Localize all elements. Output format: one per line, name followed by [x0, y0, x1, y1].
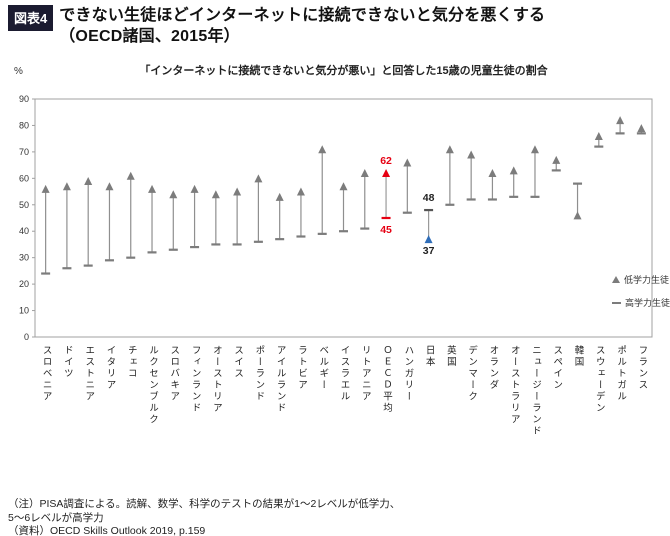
high-performer-dash-icon: [612, 301, 621, 304]
low-performer-marker: [296, 187, 305, 196]
low-performer-marker: [530, 145, 539, 154]
x-axis-label: 日本: [423, 345, 435, 368]
x-axis-label: スウェーデン: [593, 345, 605, 414]
x-axis-label: スペイン: [551, 345, 563, 391]
x-axis-label: ベルギー: [317, 345, 329, 391]
low-performer-marker: [403, 158, 412, 167]
low-performer-marker: [488, 169, 497, 178]
x-axis-label: ＯＥＣＤ平均: [381, 345, 393, 414]
y-tick-label: 70: [19, 147, 29, 157]
x-axis-label: 英国: [444, 345, 456, 368]
page-title: できない生徒ほどインターネットに接続できないと気分を悪くする （OECD諸国、2…: [59, 5, 545, 47]
low-performer-marker: [339, 182, 348, 191]
y-tick-label: 10: [19, 306, 29, 316]
low-performer-marker: [41, 184, 50, 193]
footnote-line: （注）PISA調査による。読解、数学、科学のテストの結果が1～2レベルが低学力、: [8, 498, 401, 510]
low-performer-triangle-icon: [612, 276, 620, 283]
value-annotation: 37: [423, 245, 435, 257]
legend-low-label: 低学力生徒: [624, 275, 670, 285]
x-axis-label: オランダ: [487, 345, 499, 391]
x-axis-label: イスラエル: [338, 345, 350, 403]
low-performer-marker: [126, 171, 135, 180]
low-performer-marker: [637, 124, 646, 133]
low-performer-marker: [594, 132, 603, 141]
x-axis-label: チェコ: [125, 345, 137, 380]
x-axis-label: ハンガリー: [402, 345, 414, 403]
low-performer-marker: [616, 116, 625, 125]
low-performer-marker: [552, 155, 561, 164]
x-axis-label: ルクセンブルク: [147, 345, 159, 426]
low-performer-marker: [190, 184, 199, 193]
low-performer-marker: [360, 169, 369, 178]
footnotes: （注）PISA調査による。読解、数学、科学のテストの結果が1～2レベルが低学力、…: [8, 498, 400, 536]
page-title-line2: （OECD諸国、2015年）: [59, 28, 240, 45]
low-performer-marker: [424, 235, 433, 244]
x-axis-label: フィンランド: [189, 345, 201, 414]
low-performer-marker: [84, 176, 93, 185]
chart-legend: 低学力生徒 高学力生徒: [612, 273, 670, 319]
legend-row-low: 低学力生徒: [612, 273, 670, 286]
low-performer-marker: [233, 187, 242, 196]
x-axis-label: 韓国: [572, 345, 584, 368]
figure-number-badge: 図表4: [8, 5, 54, 31]
legend-high-label: 高学力生徒: [625, 298, 670, 308]
value-annotation: 45: [380, 224, 392, 236]
low-performer-marker: [445, 145, 454, 154]
x-axis-label: スロベニア: [40, 345, 52, 403]
y-tick-label: 0: [24, 332, 29, 342]
x-axis-label: イタリア: [104, 345, 116, 391]
x-axis-label: ポーランド: [253, 345, 265, 403]
chart-subtitle: 「インターネットに接続できないと気分が悪い」と回答した15歳の児童生徒の割合: [139, 65, 548, 77]
x-axis-label: エストニア: [83, 345, 95, 403]
low-performer-marker: [318, 145, 327, 154]
y-tick-label: 50: [19, 200, 29, 210]
low-performer-marker: [573, 211, 582, 220]
x-axis-label: スロバキア: [168, 345, 180, 403]
low-performer-marker: [275, 192, 284, 201]
y-tick-label: 90: [19, 94, 29, 104]
x-axis-label: アイルランド: [274, 345, 286, 414]
footnote-line: （資料）OECD Skills Outlook 2019, p.159: [8, 525, 206, 536]
page-title-line1: できない生徒ほどインターネットに接続できないと気分を悪くする: [59, 7, 546, 24]
low-performer-marker: [382, 169, 391, 178]
plot-frame: [34, 98, 653, 338]
low-performer-marker: [105, 182, 114, 191]
x-axis-label: ポルトガル: [615, 345, 627, 403]
low-performer-marker: [467, 150, 476, 159]
x-axis-label: オーストラリア: [508, 345, 520, 426]
value-annotation: 62: [380, 155, 392, 167]
x-axis-label: ラトビア: [295, 345, 307, 391]
low-performer-marker: [211, 190, 220, 199]
low-performer-marker: [509, 166, 518, 175]
y-axis-unit-label: %: [14, 66, 23, 77]
value-annotation: 48: [423, 192, 435, 204]
low-performer-marker: [254, 174, 263, 183]
x-axis-label: デンマーク: [466, 345, 478, 403]
footnote-line: 5～6レベルが高学力: [8, 511, 104, 524]
figure-header: 図表4 できない生徒ほどインターネットに接続できないと気分を悪くする （OECD…: [8, 5, 545, 47]
x-axis-label: フランス: [636, 345, 648, 391]
x-axis-label: ドイツ: [61, 345, 73, 380]
x-axis-label: スイス: [232, 345, 244, 380]
low-performer-marker: [169, 190, 178, 199]
x-axis-label: リトアニア: [359, 345, 371, 403]
y-tick-label: 30: [19, 253, 29, 263]
low-performer-marker: [62, 182, 71, 191]
legend-row-high: 高学力生徒: [612, 296, 670, 309]
y-tick-label: 40: [19, 226, 29, 236]
low-performer-marker: [148, 184, 157, 193]
x-axis-label: ニュージーランド: [529, 345, 541, 437]
y-tick-label: 60: [19, 173, 29, 183]
x-axis-label: オーストリア: [210, 345, 222, 414]
y-tick-label: 20: [19, 279, 29, 289]
y-tick-label: 80: [19, 120, 29, 130]
